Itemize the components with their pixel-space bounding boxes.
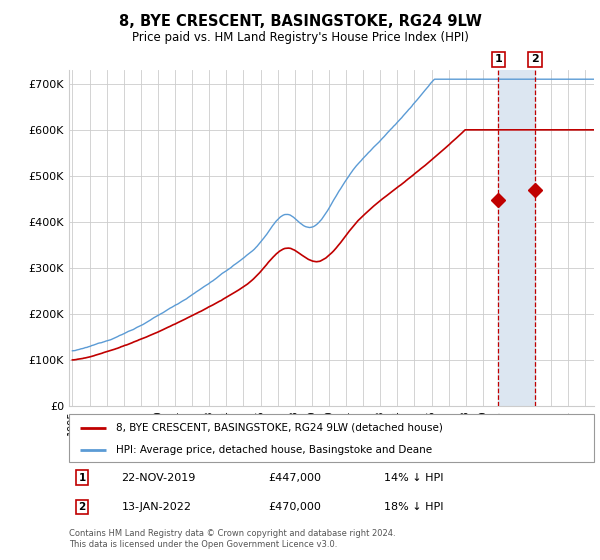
Text: 1: 1	[79, 473, 86, 483]
Bar	[498, 70, 535, 406]
Text: Contains HM Land Registry data © Crown copyright and database right 2024.
This d: Contains HM Land Registry data © Crown c…	[69, 529, 395, 549]
Text: 2: 2	[531, 54, 539, 64]
FancyBboxPatch shape	[69, 414, 594, 462]
Text: 22-NOV-2019: 22-NOV-2019	[121, 473, 196, 483]
Text: 18% ↓ HPI: 18% ↓ HPI	[384, 502, 443, 512]
Text: HPI: Average price, detached house, Basingstoke and Deane: HPI: Average price, detached house, Basi…	[116, 445, 433, 455]
Text: 8, BYE CRESCENT, BASINGSTOKE, RG24 9LW (detached house): 8, BYE CRESCENT, BASINGSTOKE, RG24 9LW (…	[116, 423, 443, 433]
Text: £447,000: £447,000	[269, 473, 322, 483]
Text: Price paid vs. HM Land Registry's House Price Index (HPI): Price paid vs. HM Land Registry's House …	[131, 31, 469, 44]
Text: 14% ↓ HPI: 14% ↓ HPI	[384, 473, 443, 483]
Text: 1: 1	[494, 54, 502, 64]
Text: 2: 2	[79, 502, 86, 512]
Text: 13-JAN-2022: 13-JAN-2022	[121, 502, 191, 512]
Text: 8, BYE CRESCENT, BASINGSTOKE, RG24 9LW: 8, BYE CRESCENT, BASINGSTOKE, RG24 9LW	[119, 14, 481, 29]
Text: £470,000: £470,000	[269, 502, 322, 512]
